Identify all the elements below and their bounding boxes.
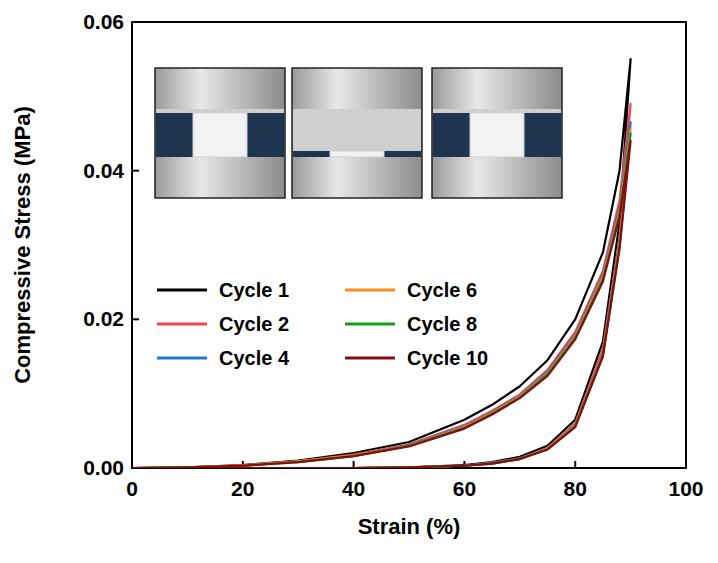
photo-gap <box>156 109 284 157</box>
legend: Cycle 1 Cycle 2 Cycle 4 Cycle 6 Cycle 8 Cycle… <box>157 279 488 369</box>
legend-label: Cycle 4 <box>219 347 290 369</box>
x-tick-label: 20 <box>231 477 254 500</box>
photo-background <box>292 68 422 198</box>
y-tick <box>132 170 139 172</box>
photo-gap <box>433 109 561 157</box>
legend-label: Cycle 6 <box>407 279 477 301</box>
plot-frame <box>132 22 686 468</box>
x-tick-label: 80 <box>564 477 587 500</box>
series-line <box>132 104 631 468</box>
legend-key <box>345 323 395 326</box>
series-line <box>132 122 631 468</box>
chart: 0 20 40 60 80 100 0.00 0.02 0.04 0.06 Strain (%) Co… <box>0 0 718 563</box>
y-tick-label: 0.02 <box>83 307 124 330</box>
series-line <box>132 59 631 468</box>
x-tick-label: 40 <box>342 477 365 500</box>
photo-sample <box>470 113 524 157</box>
legend-label: Cycle 1 <box>219 279 289 301</box>
inset-photo <box>432 68 562 198</box>
legend-label: Cycle 10 <box>407 347 488 369</box>
series-line <box>132 141 631 468</box>
y-tick-label: 0.00 <box>83 456 124 479</box>
photo-sample <box>330 151 384 157</box>
photo-platen <box>433 109 561 113</box>
legend-key <box>157 323 207 326</box>
legend-key <box>157 357 207 360</box>
y-axis-title: Compressive Stress (MPa) <box>10 106 35 384</box>
legend-key <box>157 289 207 292</box>
photo-platen <box>156 109 284 113</box>
y-tick-label: 0.04 <box>83 159 124 182</box>
legend-label: Cycle 2 <box>219 313 289 335</box>
photo-background <box>155 68 285 198</box>
x-tick <box>574 461 576 468</box>
x-tick <box>685 461 687 468</box>
legend-label: Cycle 8 <box>407 313 477 335</box>
x-tick-label: 100 <box>668 477 703 500</box>
legend-key <box>345 289 395 292</box>
photo-sample <box>193 113 247 157</box>
y-tick <box>132 318 139 320</box>
y-tick <box>132 21 139 23</box>
photo-background <box>432 68 562 198</box>
inset-photo <box>155 68 285 198</box>
photo-gap <box>293 109 421 157</box>
series-group <box>132 59 631 468</box>
inset-photo <box>292 68 422 198</box>
series-line <box>132 130 631 468</box>
series-line <box>132 134 631 469</box>
x-tick-label: 0 <box>126 477 138 500</box>
legend-key <box>345 357 395 360</box>
x-axis-title: Strain (%) <box>358 514 461 539</box>
x-tick-label: 60 <box>453 477 476 500</box>
y-tick-label: 0.06 <box>83 10 124 33</box>
photo-platen <box>293 109 421 151</box>
